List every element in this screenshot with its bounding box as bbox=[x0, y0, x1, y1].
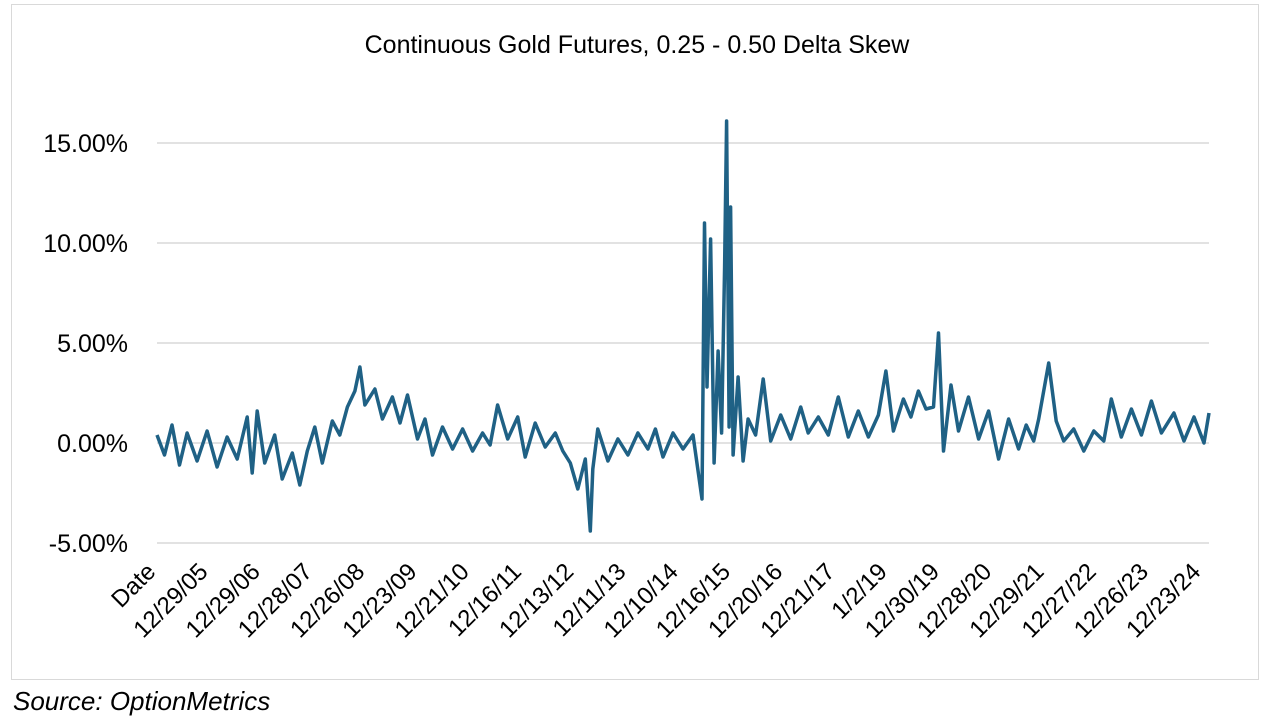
y-axis-ticks: 15.00% 10.00% 5.00% 0.00% -5.00% bbox=[43, 130, 128, 558]
y-tick-label: 0.00% bbox=[57, 430, 128, 458]
y-tick-label: 10.00% bbox=[43, 230, 128, 258]
x-axis-ticks: Date12/29/0512/29/0612/28/0712/26/0812/2… bbox=[106, 558, 1206, 643]
y-tick-label: -5.00% bbox=[49, 530, 128, 558]
chart-area: Continuous Gold Futures, 0.25 - 0.50 Del… bbox=[11, 4, 1259, 680]
chart-plot: Continuous Gold Futures, 0.25 - 0.50 Del… bbox=[43, 31, 1211, 643]
gridlines bbox=[157, 142, 1209, 544]
series-layer bbox=[155, 119, 1211, 533]
series-line bbox=[155, 119, 1211, 533]
y-tick-label: 15.00% bbox=[43, 130, 128, 158]
chart-title: Continuous Gold Futures, 0.25 - 0.50 Del… bbox=[365, 31, 911, 59]
source-note: Source: OptionMetrics bbox=[13, 686, 271, 716]
y-tick-label: 5.00% bbox=[57, 330, 128, 358]
